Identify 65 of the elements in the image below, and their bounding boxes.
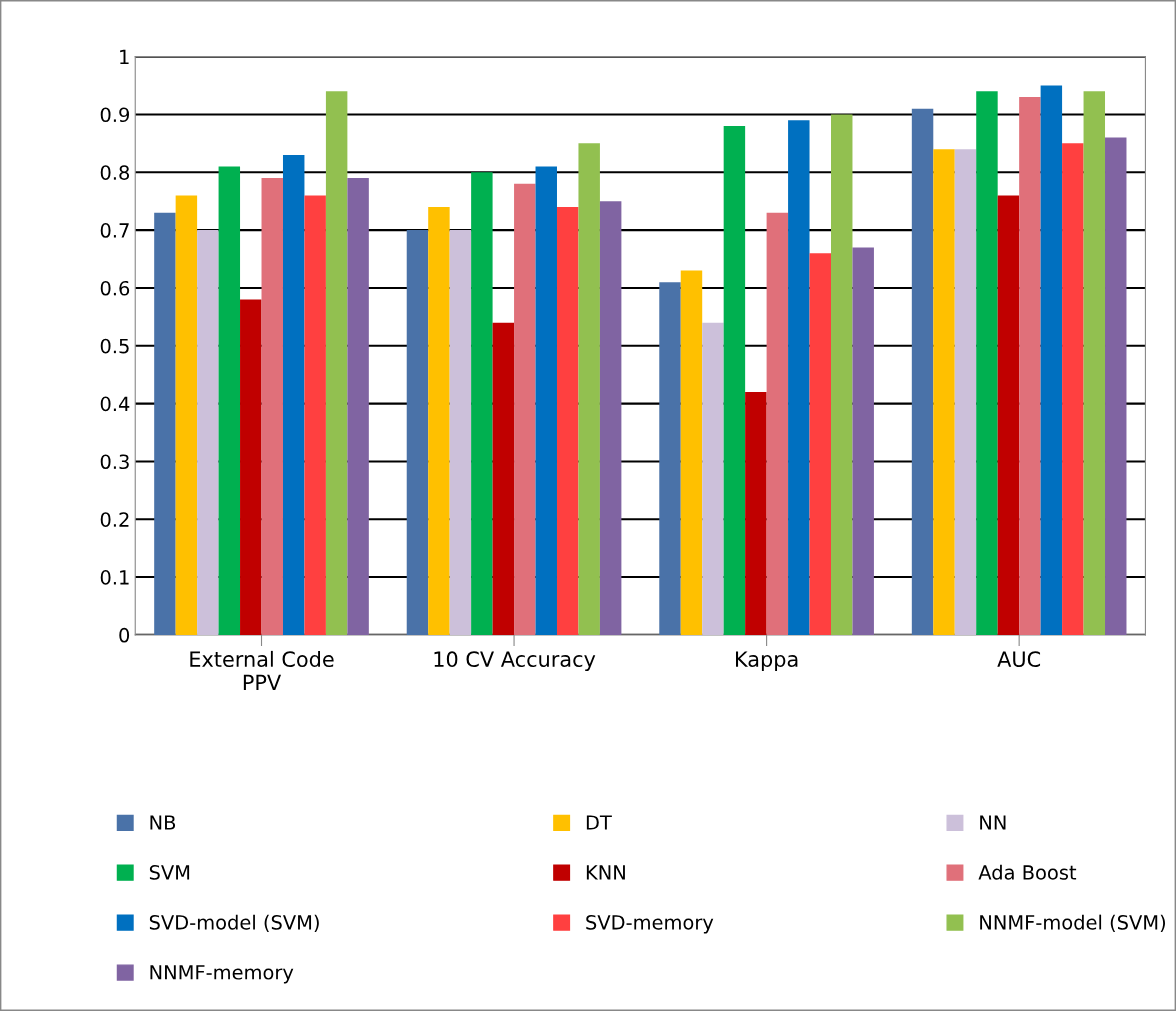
bar	[175, 195, 198, 635]
bar	[599, 201, 622, 635]
bar	[1105, 137, 1127, 635]
bar	[954, 149, 977, 635]
bar	[831, 114, 853, 635]
bar	[723, 126, 746, 635]
bar	[578, 143, 600, 635]
bar	[997, 195, 1020, 635]
y-tick-label: 1	[120, 49, 129, 64]
bar	[304, 195, 326, 635]
y-tick-label: 0.3	[100, 454, 129, 470]
bar	[197, 230, 219, 635]
bar	[218, 166, 241, 635]
legend-label: NNMF-memory	[150, 965, 294, 984]
y-tick-label: 0	[119, 627, 130, 643]
y-tick-label: 0.5	[100, 338, 129, 354]
bar	[347, 178, 369, 635]
bar	[788, 120, 810, 635]
bar	[449, 230, 472, 635]
bar	[911, 108, 934, 635]
y-tick-label: 0.2	[100, 512, 129, 527]
y-tick-label: 0.9	[100, 107, 130, 123]
y-tick-label: 0.4	[100, 396, 130, 412]
bar	[492, 322, 515, 635]
x-tick-label: External Code PPV	[190, 650, 334, 691]
bar	[766, 212, 789, 635]
y-tick-label: 0.6	[100, 280, 130, 296]
bar	[406, 230, 429, 635]
legend-label: NN	[980, 815, 1006, 830]
x-tick-label: 10 CV Accuracy	[434, 651, 596, 672]
bar	[659, 282, 681, 635]
bar	[261, 178, 283, 635]
bar	[1019, 97, 1041, 635]
x-tick-label: AUC	[997, 651, 1041, 668]
legend-label: SVD-model (SVM)	[149, 914, 319, 932]
bar	[428, 206, 450, 635]
bar	[1062, 143, 1084, 635]
legend-label: NNMF-model (SVM)	[980, 914, 1166, 932]
bar	[240, 299, 262, 635]
legend-label: KNN	[586, 865, 625, 880]
bar	[556, 206, 579, 635]
bar	[852, 247, 874, 635]
bar	[471, 172, 493, 635]
y-tick-label: 0.7	[100, 223, 129, 238]
y-tick-label: 0.8	[100, 165, 130, 180]
x-tick-label: Kappa	[736, 651, 798, 672]
bar	[514, 183, 536, 635]
y-tick-label: 0.1	[100, 570, 129, 585]
bar	[154, 212, 176, 635]
bar	[809, 253, 831, 635]
legend-label: SVD-memory	[586, 914, 714, 934]
legend-label: DT	[586, 815, 612, 830]
legend-label: SVM	[149, 865, 190, 880]
legend-label: Ada Boost	[978, 864, 1077, 880]
bar	[976, 91, 998, 635]
legend-label: NB	[150, 815, 176, 830]
bar	[535, 166, 557, 635]
bar	[933, 149, 955, 635]
bar	[680, 270, 703, 635]
bar	[1083, 91, 1106, 635]
bar	[745, 392, 767, 635]
bar	[1040, 85, 1063, 635]
bar	[325, 91, 348, 635]
bar	[702, 322, 724, 635]
bar	[282, 154, 305, 635]
